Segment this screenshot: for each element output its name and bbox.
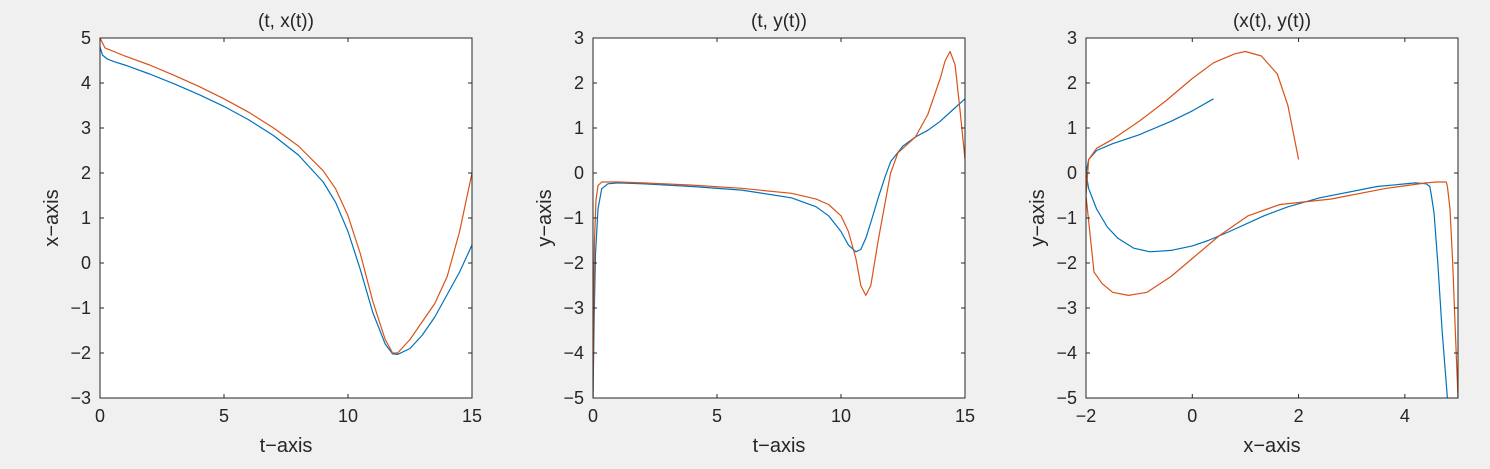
plot-area — [1086, 38, 1458, 398]
y-tick-label: 1 — [574, 118, 584, 138]
y-tick-label: −1 — [70, 298, 91, 318]
series-line-1 — [1086, 98, 1448, 398]
y-tick-label: −5 — [1056, 388, 1077, 408]
x-tick-label: 0 — [95, 406, 105, 426]
series-line-2 — [1086, 50, 1458, 398]
x-tick-label: 10 — [338, 406, 358, 426]
plot-area — [593, 38, 965, 398]
chart-1: 0 5 10 15 −3 −2 −1 0 1 2 3 4 5 (t, x(t)) t−axis x−axis — [41, 11, 482, 457]
x-tick-label: 5 — [712, 406, 722, 426]
plot-area — [100, 38, 472, 398]
y-tick-label: −5 — [563, 388, 584, 408]
x-tick-label: 15 — [955, 406, 975, 426]
y-tick-label: −3 — [70, 388, 91, 408]
y-tick-label: 0 — [574, 163, 584, 183]
y-tick-label: −1 — [1056, 208, 1077, 228]
series-line-1 — [593, 98, 965, 398]
series-line-2 — [593, 50, 965, 398]
x-axis-label: t−axis — [260, 435, 313, 457]
y-tick-label: 3 — [1067, 28, 1077, 48]
y-tick-label: 3 — [81, 118, 91, 138]
y-tick-label: −2 — [70, 343, 91, 363]
x-tick-label: −2 — [1076, 406, 1097, 426]
x-axis-label: t−axis — [753, 435, 806, 457]
x-tick-label: 4 — [1400, 406, 1410, 426]
y-tick-label: 2 — [574, 73, 584, 93]
x-tick-label: 15 — [462, 406, 482, 426]
x-tick-label: 10 — [831, 406, 851, 426]
y-tick-label: −3 — [563, 298, 584, 318]
chart-title: (t, x(t)) — [258, 11, 314, 32]
y-tick-label: 4 — [81, 73, 91, 93]
y-tick-label: −2 — [563, 253, 584, 273]
y-tick-label: 1 — [1067, 118, 1077, 138]
chart-title: (t, y(t)) — [751, 11, 807, 32]
y-tick-label: 2 — [81, 163, 91, 183]
chart-title: (x(t), y(t)) — [1233, 11, 1311, 32]
y-tick-label: −4 — [563, 343, 584, 363]
y-tick-label: 1 — [81, 208, 91, 228]
y-tick-label: −2 — [1056, 253, 1077, 273]
x-axis-label: x−axis — [1243, 435, 1300, 457]
chart-3: −2 0 2 4 −5 −4 −3 −2 −1 0 1 2 3 (x(t), y(t)) x−axis y−a… — [1027, 11, 1459, 457]
x-tick-label: 2 — [1294, 406, 1304, 426]
chart-2: 0 5 10 15 −5 −4 −3 −2 −1 0 1 2 3 (t, y(t)) t−axis y−axi… — [534, 11, 975, 457]
y-tick-label: 0 — [81, 253, 91, 273]
y-tick-label: −4 — [1056, 343, 1077, 363]
y-tick-label: 2 — [1067, 73, 1077, 93]
y-axis-label: y−axis — [534, 189, 556, 246]
x-tick-label: 5 — [219, 406, 229, 426]
y-tick-label: 3 — [574, 28, 584, 48]
x-tick-label: 0 — [1187, 406, 1197, 426]
y-tick-label: −3 — [1056, 298, 1077, 318]
y-axis-label: x−axis — [41, 189, 63, 246]
y-tick-label: 0 — [1067, 163, 1077, 183]
y-tick-label: −1 — [563, 208, 584, 228]
series-line-2 — [100, 38, 472, 354]
y-axis-label: y−axis — [1027, 189, 1049, 246]
y-tick-label: 5 — [81, 28, 91, 48]
series-line-1 — [100, 46, 472, 355]
x-tick-label: 0 — [588, 406, 598, 426]
